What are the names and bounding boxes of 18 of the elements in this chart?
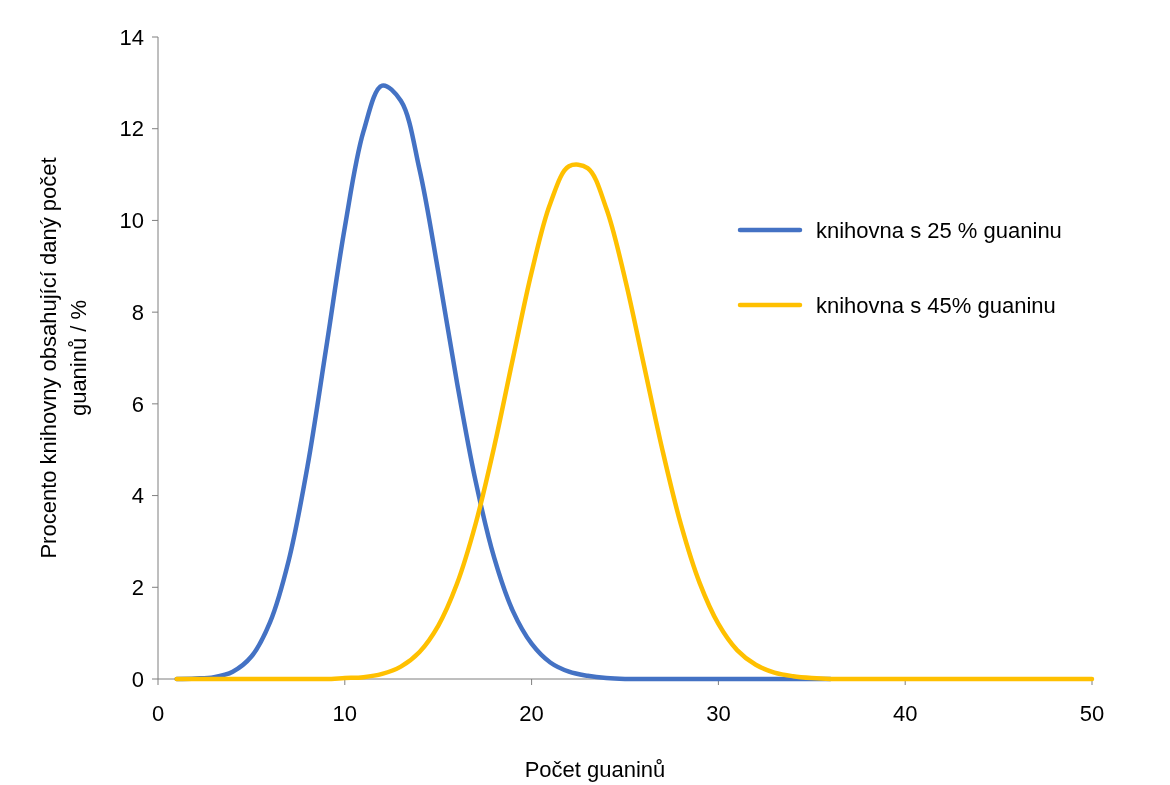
x-axis-title: Počet guaninů xyxy=(524,757,666,782)
y-tick-label: 4 xyxy=(131,483,144,509)
legend-label: knihovna s 25 % guaninu xyxy=(816,217,1062,243)
y-tick-label: 2 xyxy=(131,574,144,600)
x-tick-label: 0 xyxy=(151,701,165,726)
y-tick-label: 14 xyxy=(119,24,144,50)
legend-label: knihovna s 45% guaninu xyxy=(816,292,1056,318)
x-tick-label: 40 xyxy=(892,701,918,726)
x-tick-label: 20 xyxy=(519,701,544,726)
x-tick-label: 50 xyxy=(1079,701,1105,726)
y-tick-label: 0 xyxy=(131,666,144,692)
y-tick-label: 10 xyxy=(119,208,144,234)
y-axis-title: Procento knihovny obsahující daný počet guaninů / % xyxy=(36,157,91,559)
x-tick-label: 30 xyxy=(706,701,731,726)
x-tick-label: 10 xyxy=(332,701,358,726)
y-tick-label: 6 xyxy=(131,391,144,417)
y-tick-label: 12 xyxy=(119,116,144,142)
y-tick-label: 8 xyxy=(131,299,144,325)
